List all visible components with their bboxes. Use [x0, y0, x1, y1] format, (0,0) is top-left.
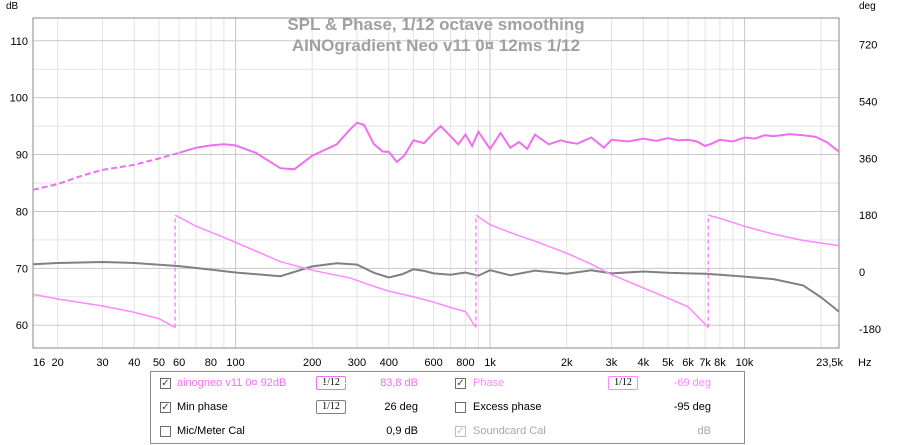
spl-curve-dashed [32, 151, 180, 191]
x-tick-label: 2k [561, 357, 573, 369]
legend-row-min-phase: ✓ Min phase 1/12 26 deg Excess phase -95… [151, 398, 744, 420]
phase-curve-segment [708, 214, 840, 247]
x-tick-label: 7k [699, 357, 711, 369]
spl-curve [178, 121, 840, 171]
plot-frame [32, 17, 840, 349]
x-tick-label: 100 [226, 357, 244, 369]
x-tick-label: 3k [606, 357, 618, 369]
left-tick-label: 110 [10, 36, 28, 48]
left-tick-label: 100 [10, 93, 28, 105]
right-tick-label: -180 [859, 324, 881, 336]
series-lines [32, 121, 840, 329]
right-tick-label: 0 [859, 267, 865, 279]
x-tick-label: 1k [484, 357, 496, 369]
x-tick-label: 4k [637, 357, 649, 369]
x-tick-label: 20 [52, 357, 64, 369]
excess-phase-checkbox[interactable] [455, 402, 466, 413]
legend-row-cal: Mic/Meter Cal 0,9 dB ✓ Soundcard Cal dB [151, 422, 744, 444]
soundcard-cal-value: dB [697, 425, 711, 437]
soundcard-cal-checkbox: ✓ [455, 426, 466, 437]
right-tick-label: 360 [859, 153, 877, 165]
spl-phase-chart: 110 100 90 80 70 60 720 540 360 180 0 -180 16 20 30 40 5… [6, 1, 881, 369]
x-tick-label: 5k [662, 357, 674, 369]
spl-value: 83,8 dB [380, 377, 418, 389]
right-tick-label: 540 [859, 96, 877, 108]
x-tick-label: 23,5k [816, 357, 843, 369]
chart-title: SPL & Phase, 1/12 octave smoothing [287, 15, 584, 34]
grid-lines [33, 18, 839, 348]
left-tick-label: 90 [16, 150, 28, 162]
phase-label: Phase [473, 377, 505, 389]
min-phase-value: 26 deg [384, 401, 418, 413]
excess-phase-label: Excess phase [473, 401, 542, 413]
x-tick-label: 30 [96, 357, 108, 369]
phase-curve-segment [475, 214, 709, 329]
x-tick-label: 40 [128, 357, 140, 369]
phase-value: -69 deg [673, 377, 711, 389]
min-phase-smoothing-button[interactable]: 1/12 [316, 400, 346, 414]
mic-meter-cal-label: Mic/Meter Cal [177, 425, 245, 437]
soundcard-cal-label: Soundcard Cal [473, 425, 546, 437]
phase-curve-segment [174, 214, 477, 328]
min-phase-label: Min phase [177, 401, 228, 413]
x-tick-label: 8k [714, 357, 726, 369]
left-tick-label: 70 [16, 263, 28, 275]
x-tick-label: 400 [380, 357, 398, 369]
left-tick-label: 80 [16, 206, 28, 218]
left-axis-unit: dB [6, 1, 19, 12]
right-tick-label: 180 [859, 210, 877, 222]
x-tick-label: 6k [682, 357, 694, 369]
legend-panel: ✓ ainogneo v11 0¤ 92dB 1/12 83,8 dB ✓ Ph… [150, 371, 745, 444]
spl-label: ainogneo v11 0¤ 92dB [177, 377, 287, 389]
legend-row-spl: ✓ ainogneo v11 0¤ 92dB 1/12 83,8 dB ✓ Ph… [151, 374, 744, 396]
min-phase-checkbox[interactable]: ✓ [160, 402, 171, 413]
x-tick-label: 300 [348, 357, 366, 369]
phase-curve-segment [32, 293, 176, 329]
x-tick-label: 600 [424, 357, 442, 369]
axis-ticks: 110 100 90 80 70 60 720 540 360 180 0 -180 16 20 30 40 5… [10, 36, 881, 369]
x-tick-label: 50 [153, 357, 165, 369]
min-phase-curve [32, 260, 840, 313]
phase-checkbox[interactable]: ✓ [455, 378, 466, 389]
spl-checkbox[interactable]: ✓ [160, 378, 171, 389]
chart-subtitle: AINOgradient Neo v11 0¤ 12ms 1/12 [292, 36, 580, 55]
phase-smoothing-button[interactable]: 1/12 [608, 376, 638, 390]
left-tick-label: 60 [16, 320, 28, 332]
mic-meter-cal-checkbox[interactable] [160, 426, 171, 437]
mic-meter-cal-value: 0,9 dB [386, 425, 418, 437]
right-tick-label: 720 [859, 40, 877, 52]
x-tick-label: 800 [456, 357, 474, 369]
x-tick-label: 200 [303, 357, 321, 369]
x-axis-unit: Hz [858, 357, 871, 369]
x-tick-label: 60 [173, 357, 185, 369]
spl-smoothing-button[interactable]: 1/12 [316, 376, 346, 390]
excess-phase-value: -95 deg [673, 401, 711, 413]
x-tick-label: 10k [736, 357, 754, 369]
x-tick-label: 16 [33, 357, 45, 369]
x-tick-label: 80 [205, 357, 217, 369]
right-axis-unit: deg [859, 1, 876, 12]
